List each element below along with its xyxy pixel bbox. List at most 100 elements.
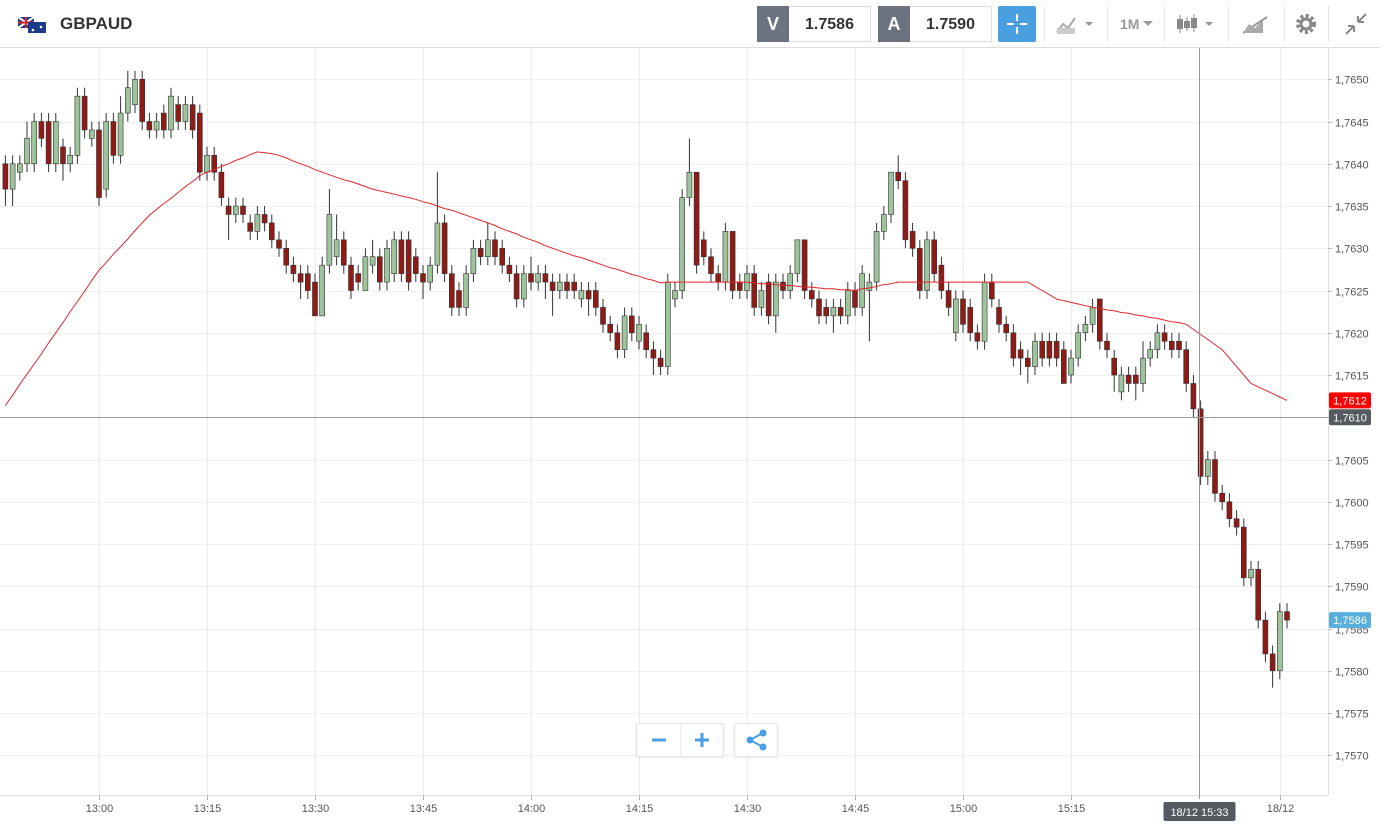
candle-body [1205,459,1211,477]
candle-body [1241,526,1247,579]
candle-body [477,247,484,258]
candle-body [110,121,117,156]
y-tick-label: 1,7600 [1335,498,1369,510]
candle-body [751,273,758,308]
candle-body [355,273,362,283]
candle-body [233,205,239,215]
flag-icon [18,17,46,33]
candle-body [672,290,678,300]
crosshair-button[interactable] [998,6,1036,42]
candle-body [852,290,858,308]
candle-body [456,290,462,308]
candle-body [290,264,297,274]
candle-body [780,281,786,291]
candle-body [117,112,124,156]
candle-body [650,349,657,359]
candle-body [268,222,275,241]
candle-body [38,121,45,139]
candle-body [679,197,686,291]
candle-body [556,281,563,291]
candle-body [1226,501,1233,519]
y-tick-label: 1,7620 [1335,329,1369,341]
candle-body [794,239,801,274]
buy-label[interactable]: A [878,6,910,42]
candle-body [1212,459,1218,494]
candle-body [542,273,549,283]
y-tick-label: 1,7570 [1335,751,1369,763]
candle-body [931,239,938,274]
share-button[interactable] [734,723,778,757]
candle-body [1010,332,1017,359]
sell-label[interactable]: V [757,6,789,42]
x-tick-label: 14:00 [518,803,546,815]
candle-body [823,307,830,317]
symbol: GBPAUD [60,14,133,33]
candle-body [74,95,81,156]
sell-price[interactable]: 1.7586 [789,6,871,42]
draw-button[interactable] [1228,6,1284,42]
candle-body [1176,340,1182,350]
candle-body [607,324,614,334]
candle-body [1248,569,1254,579]
chart-type-button[interactable] [1044,6,1100,42]
candle-body [1133,374,1139,384]
candle-body [643,332,650,350]
candle-body [952,298,959,334]
candle-body [247,222,253,232]
buy-price[interactable]: 1.7590 [910,6,992,42]
x-tick-label: 14:15 [626,803,654,815]
candle-body [1147,349,1153,359]
candle-body [1053,340,1060,359]
candle-body [297,273,304,283]
candle-body [1154,332,1161,350]
candle-body [283,247,290,266]
candle-body [996,307,1002,325]
candle-body [1125,374,1132,384]
candle-body [636,324,642,342]
candle-body [276,239,282,249]
candle-body [1169,340,1175,350]
candle-body [549,281,556,291]
candle-body [657,357,664,367]
candle-body [859,273,866,308]
candle-body [67,155,73,165]
candle-body [758,290,765,308]
candle-body [405,239,412,283]
candle-body [578,290,585,300]
candle-body [139,78,145,122]
y-tick-label: 1,7605 [1335,456,1369,468]
candle-body [45,121,52,165]
candle-type-button[interactable] [1164,6,1220,42]
candle-body [614,332,621,350]
candle-body [1104,340,1110,350]
y-tick-label: 1,7635 [1335,202,1369,214]
candle-body [520,273,527,300]
y-tick-label: 1,7645 [1335,118,1369,130]
price-tag-label: 1,7586 [1333,615,1367,627]
axis-background [1328,48,1380,825]
candle-body [1161,332,1168,342]
candle-body [585,290,592,300]
candle-body [974,332,981,342]
candle-body [31,121,38,165]
price-tag-label: 1,7612 [1333,395,1367,407]
candle-body [96,129,102,198]
candle-body [484,239,491,258]
candle-body [103,121,109,190]
collapse-button[interactable] [1328,6,1380,42]
candle-body [16,163,23,173]
timeframe[interactable]: 1M [1120,16,1140,32]
timeframe-button[interactable]: 1M [1107,6,1163,42]
candle-body [2,163,9,190]
candle-body [1075,332,1081,359]
candle-body [240,205,246,215]
candle-body [988,281,995,300]
candle-body [621,315,628,350]
price-tag [1329,612,1371,629]
candle-body [470,247,477,274]
candle-body [729,231,736,291]
candle-body [499,247,506,266]
candle-body [945,290,952,308]
settings-button[interactable] [1284,6,1328,42]
